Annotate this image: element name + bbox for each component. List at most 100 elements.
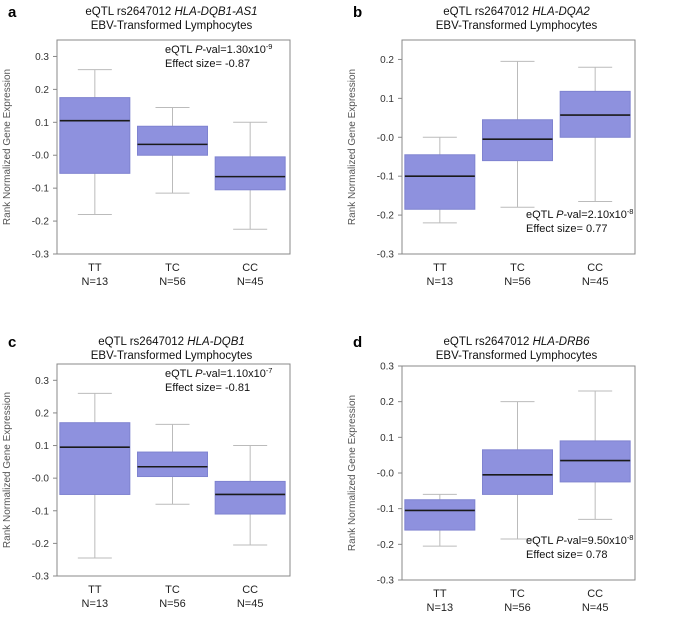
plot-frame — [56, 363, 291, 577]
x-sample-size: N=13 — [82, 276, 109, 288]
y-tick-label: -0.3 — [32, 572, 50, 583]
y-tick-label: -0.1 — [377, 504, 395, 515]
pval-annotation: eQTL P-val=1.10x10-7 — [165, 366, 272, 380]
x-tick-label: TT — [88, 262, 102, 274]
box-iqr — [214, 480, 286, 515]
y-tick-label: -0.1 — [32, 184, 50, 195]
y-tick-label: 0.3 — [380, 362, 394, 373]
panel-letter: b — [353, 4, 362, 21]
x-sample-size: N=45 — [237, 598, 264, 610]
y-tick-label: -0.1 — [377, 172, 395, 183]
x-tick-label: CC — [587, 588, 603, 600]
x-tick-label: CC — [242, 262, 258, 274]
y-axis-label: Rank Normalized Gene Expression — [347, 69, 358, 225]
chart-subtitle: EBV-Transformed Lymphocytes — [436, 350, 598, 362]
y-tick-label: -0.0 — [32, 151, 50, 162]
chart-title: eQTL rs2647012 HLA-DQB1-AS1 — [85, 6, 257, 18]
y-tick-label: 0.2 — [380, 397, 394, 408]
box-iqr — [59, 97, 131, 174]
panel-letter: c — [8, 334, 16, 351]
x-tick-label: TC — [165, 584, 180, 596]
y-tick-label: -0.3 — [32, 250, 50, 261]
x-sample-size: N=56 — [159, 276, 186, 288]
x-sample-size: N=45 — [582, 276, 609, 288]
x-sample-size: N=45 — [237, 276, 264, 288]
pval-annotation: eQTL P-val=9.50x10-8 — [526, 533, 633, 547]
effect-size-annotation: Effect size= 0.77 — [526, 223, 607, 235]
y-tick-label: 0.3 — [35, 376, 49, 387]
x-sample-size: N=56 — [504, 276, 531, 288]
y-tick-label: 0.1 — [380, 433, 394, 444]
pval-annotation: eQTL P-val=2.10x10-8 — [526, 207, 633, 221]
y-tick-label: -0.0 — [377, 133, 395, 144]
chart-title: eQTL rs2647012 HLA-DQB1 — [98, 336, 245, 348]
chart-subtitle: EBV-Transformed Lymphocytes — [91, 350, 253, 362]
y-tick-label: 0.1 — [35, 441, 49, 452]
box-iqr — [214, 156, 286, 191]
y-tick-label: -0.0 — [32, 474, 50, 485]
x-tick-label: TT — [433, 588, 447, 600]
panel-c: c eQTL rs2647012 HLA-DQB1 EBV-Transformed … — [2, 334, 291, 610]
box-iqr — [482, 449, 553, 495]
x-sample-size: N=56 — [504, 602, 531, 614]
plot-frame — [56, 39, 291, 255]
y-axis-label: Rank Normalized Gene Expression — [2, 69, 13, 225]
x-tick-label: TT — [88, 584, 102, 596]
x-tick-label: TC — [510, 588, 525, 600]
box-tc — [137, 106, 208, 194]
x-sample-size: N=13 — [427, 276, 454, 288]
box-cc — [559, 390, 631, 520]
box-iqr — [482, 119, 553, 162]
panel-letter: a — [8, 4, 17, 21]
y-tick-label: -0.3 — [377, 576, 395, 587]
effect-size-annotation: Effect size= -0.81 — [165, 382, 250, 394]
box-tc — [137, 423, 208, 505]
box-iqr — [137, 451, 208, 478]
box-cc — [214, 121, 286, 230]
box-iqr — [137, 125, 208, 156]
box-cc — [214, 445, 286, 546]
box-tt — [59, 69, 131, 215]
chart-subtitle: EBV-Transformed Lymphocytes — [436, 20, 598, 32]
box-tc — [482, 401, 553, 540]
y-tick-label: 0.1 — [380, 94, 394, 105]
x-sample-size: N=13 — [82, 598, 109, 610]
y-tick-label: -0.3 — [377, 250, 395, 261]
chart-title: eQTL rs2647012 HLA-DQA2 — [443, 6, 590, 18]
x-sample-size: N=13 — [427, 602, 454, 614]
panel-d: d eQTL rs2647012 HLA-DRB6 EBV-Transformed … — [347, 334, 636, 614]
y-tick-label: -0.2 — [32, 539, 50, 550]
box-iqr — [559, 440, 631, 483]
x-tick-label: CC — [587, 262, 603, 274]
box-tc — [482, 60, 553, 208]
chart-title: eQTL rs2647012 HLA-DRB6 — [444, 336, 591, 348]
y-tick-label: 0.1 — [35, 118, 49, 129]
x-tick-label: TT — [433, 262, 447, 274]
y-axis-label: Rank Normalized Gene Expression — [2, 392, 13, 548]
x-tick-label: TC — [165, 262, 180, 274]
effect-size-annotation: Effect size= 0.78 — [526, 549, 607, 561]
box-tt — [404, 136, 476, 224]
box-iqr — [404, 499, 476, 531]
panel-a: a eQTL rs2647012 HLA-DQB1-AS1 EBV-Transfor… — [2, 4, 291, 288]
box-tt — [59, 392, 131, 559]
panel-letter: d — [353, 334, 362, 351]
y-tick-label: 0.2 — [35, 408, 49, 419]
y-tick-label: -0.0 — [377, 469, 395, 480]
x-tick-label: CC — [242, 584, 258, 596]
y-tick-label: -0.1 — [32, 506, 50, 517]
box-iqr — [404, 154, 476, 210]
y-tick-label: -0.2 — [377, 211, 395, 222]
x-tick-label: TC — [510, 262, 525, 274]
x-sample-size: N=56 — [159, 598, 186, 610]
y-axis-label: Rank Normalized Gene Expression — [347, 395, 358, 551]
box-tt — [404, 493, 476, 547]
x-sample-size: N=45 — [582, 602, 609, 614]
panel-b: b eQTL rs2647012 HLA-DQA2 EBV-Transformed … — [347, 4, 636, 288]
plot-frame — [401, 39, 636, 255]
pval-annotation: eQTL P-val=1.30x10-9 — [165, 42, 272, 56]
y-tick-label: 0.3 — [35, 52, 49, 63]
y-tick-label: 0.2 — [35, 85, 49, 96]
y-tick-label: -0.2 — [377, 540, 395, 551]
